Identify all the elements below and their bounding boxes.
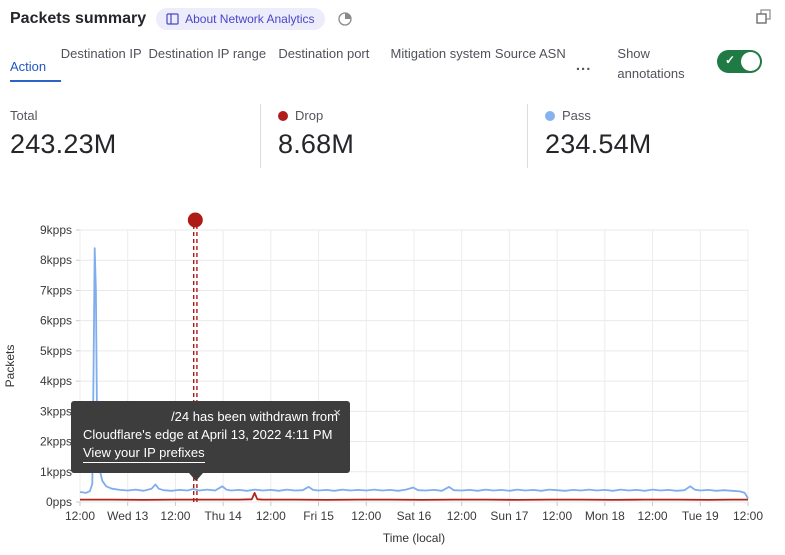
packets-time-series-chart[interactable]: 0pps 1kpps 2kpps 3kpps 4kpps 5kpps 6kpps 7kpps 8… [0, 210, 785, 555]
tooltip-line2: Cloudflare's edge at April 13, 2022 4:11… [83, 427, 333, 442]
y-tick-label: 0pps [46, 495, 72, 509]
y-tick-label: 7kpps [40, 283, 72, 297]
annotation-marker-dot[interactable] [187, 212, 203, 228]
panel-header: Packets summary About Network Analytics [10, 8, 353, 30]
y-tick-label: 3kpps [40, 404, 72, 418]
x-tick-label: Fri 15 [303, 509, 334, 523]
series-line-pass [79, 247, 749, 499]
stat-pass-label: Pass [562, 108, 591, 123]
stat-drop-label: Drop [295, 108, 324, 123]
tab-destination-ip[interactable]: Destination IP [60, 46, 142, 61]
pie-chart-icon[interactable] [337, 11, 353, 27]
more-tabs-ellipsis-icon[interactable]: ... [575, 57, 592, 74]
y-tick-label: 6kpps [40, 314, 72, 328]
y-tick-label: 5kpps [40, 344, 72, 358]
y-tick-label: 2kpps [40, 435, 72, 449]
x-tick-label: 12:00 [65, 509, 95, 523]
x-tick-label: 12:00 [638, 509, 668, 523]
x-tick-label: Sat 16 [397, 509, 432, 523]
summary-stats: Total 243.23M Drop 8.68M Pass 234.54M [0, 104, 785, 170]
x-tick-label: Wed 13 [107, 509, 148, 523]
stat-drop: Drop 8.68M [278, 108, 354, 160]
x-tick-label: 12:00 [733, 509, 763, 523]
stat-pass: Pass 234.54M [545, 108, 651, 160]
y-tick-label: 8kpps [40, 253, 72, 267]
page-title: Packets summary [10, 10, 147, 27]
series-line-drop [80, 492, 748, 501]
x-tick-label: 12:00 [351, 509, 381, 523]
annotation-tooltip: × /24 has been withdrawn from Cloudflare… [71, 401, 350, 481]
y-tick-label: 1kpps [40, 465, 72, 479]
chart-svg: 0pps 1kpps 2kpps 3kpps 4kpps 5kpps 6kpps 7kpps 8… [3, 212, 763, 545]
stat-total-value: 243.23M [10, 129, 117, 159]
x-tick-label: Tue 19 [682, 509, 719, 523]
divider [260, 104, 261, 168]
tab-mitigation-system[interactable]: Mitigation system [390, 46, 491, 61]
stat-drop-value: 8.68M [278, 129, 355, 159]
x-tick-label: 12:00 [447, 509, 477, 523]
tooltip-caret [189, 473, 203, 481]
divider [527, 104, 528, 168]
x-axis-title: Time (local) [383, 531, 445, 545]
y-tick-label: 4kpps [40, 374, 72, 388]
pass-legend-dot [545, 110, 555, 121]
check-icon: ✓ [725, 53, 736, 67]
close-icon[interactable]: × [333, 405, 341, 420]
stat-pass-value: 234.54M [545, 129, 652, 159]
x-tick-label: Mon 18 [585, 509, 625, 523]
view-ip-prefixes-link[interactable]: View your IP prefixes [83, 444, 205, 463]
x-tick-label: 12:00 [256, 509, 286, 523]
stat-total: Total 243.23M [10, 108, 116, 160]
tab-destination-port[interactable]: Destination port [278, 46, 370, 61]
x-tick-label: Sun 17 [490, 509, 528, 523]
tab-action[interactable]: Action [10, 57, 61, 82]
about-network-analytics-badge[interactable]: About Network Analytics [156, 8, 325, 30]
toggle-knob [741, 52, 761, 71]
show-annotations-label: Show annotations [617, 46, 685, 81]
show-annotations-toggle[interactable]: ✓ [717, 50, 763, 73]
x-tick-label: Thu 14 [204, 509, 242, 523]
y-tick-label: 9kpps [40, 223, 72, 237]
stat-total-label: Total [10, 108, 38, 123]
tooltip-line1: /24 has been withdrawn from [171, 409, 338, 424]
tab-destination-ip-range[interactable]: Destination IP range [148, 46, 267, 61]
tab-source-asn[interactable]: Source ASN [494, 46, 566, 61]
dimension-tabs: Action Destination IP Destination IP ran… [10, 44, 775, 83]
book-icon [166, 13, 179, 25]
x-tick-label: 12:00 [542, 509, 572, 523]
x-tick-label: 12:00 [160, 509, 190, 523]
y-axis-title: Packets [3, 345, 17, 388]
overlapping-windows-icon[interactable] [755, 8, 773, 26]
drop-legend-dot [278, 110, 288, 121]
badge-label: About Network Analytics [185, 12, 315, 26]
